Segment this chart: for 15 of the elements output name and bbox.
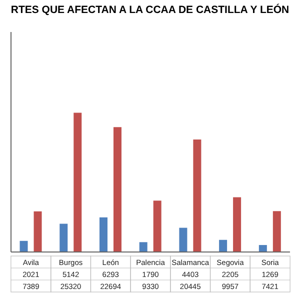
bar	[153, 200, 162, 252]
bar	[60, 224, 68, 252]
bar	[233, 197, 242, 252]
bar	[139, 242, 148, 252]
bar	[74, 112, 82, 252]
bar	[179, 228, 188, 252]
bar	[219, 240, 228, 252]
bar	[272, 211, 281, 252]
bar	[20, 240, 28, 252]
chart-title: RTES QUE AFECTAN A LA CCAA DE CASTILLA Y LEÓN	[10, 2, 290, 18]
bar	[34, 211, 42, 252]
bar	[258, 245, 267, 252]
bar	[193, 140, 202, 252]
bar	[113, 127, 122, 252]
bar	[99, 217, 108, 252]
